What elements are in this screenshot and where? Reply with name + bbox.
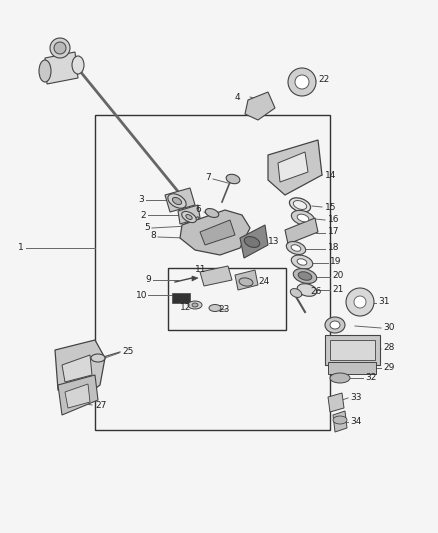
- Polygon shape: [180, 210, 250, 255]
- Ellipse shape: [291, 245, 301, 251]
- Text: 12: 12: [180, 303, 191, 312]
- Polygon shape: [58, 375, 98, 415]
- Text: 29: 29: [383, 364, 394, 373]
- Polygon shape: [235, 270, 258, 290]
- Polygon shape: [285, 218, 318, 244]
- Text: 5: 5: [144, 223, 150, 232]
- Circle shape: [295, 75, 309, 89]
- Ellipse shape: [293, 269, 317, 284]
- Ellipse shape: [297, 259, 307, 265]
- Bar: [184, 216, 204, 235]
- Text: 23: 23: [218, 305, 230, 314]
- Ellipse shape: [168, 194, 186, 208]
- Text: 13: 13: [268, 238, 279, 246]
- Text: 30: 30: [383, 324, 395, 333]
- Polygon shape: [55, 340, 105, 400]
- Circle shape: [288, 68, 316, 96]
- Text: 27: 27: [95, 400, 106, 409]
- Ellipse shape: [286, 241, 306, 254]
- Polygon shape: [278, 152, 308, 182]
- Bar: [95, 115, 330, 430]
- Polygon shape: [192, 276, 198, 281]
- Circle shape: [54, 42, 66, 54]
- Ellipse shape: [186, 215, 192, 220]
- Bar: [330, 340, 375, 360]
- Text: 24: 24: [258, 278, 269, 287]
- Text: 26: 26: [310, 287, 321, 296]
- Ellipse shape: [290, 198, 311, 212]
- Polygon shape: [200, 266, 232, 286]
- Text: 8: 8: [150, 230, 156, 239]
- Ellipse shape: [205, 208, 219, 217]
- Circle shape: [354, 296, 366, 308]
- Ellipse shape: [291, 211, 314, 225]
- Text: 11: 11: [195, 265, 206, 274]
- Text: 6: 6: [195, 206, 201, 214]
- Text: 9: 9: [145, 276, 151, 285]
- Ellipse shape: [209, 304, 221, 311]
- Bar: [168, 268, 286, 330]
- Ellipse shape: [333, 416, 347, 424]
- Ellipse shape: [91, 354, 105, 362]
- Polygon shape: [245, 92, 275, 120]
- Ellipse shape: [239, 278, 253, 286]
- Text: 2: 2: [140, 211, 145, 220]
- Ellipse shape: [226, 174, 240, 184]
- Text: 25: 25: [122, 348, 134, 357]
- Text: 33: 33: [350, 392, 361, 401]
- Circle shape: [50, 38, 70, 58]
- Polygon shape: [333, 411, 347, 432]
- Ellipse shape: [291, 255, 313, 269]
- Ellipse shape: [192, 303, 198, 307]
- Ellipse shape: [290, 288, 302, 297]
- Text: 15: 15: [325, 203, 336, 212]
- Polygon shape: [45, 52, 78, 84]
- Ellipse shape: [182, 212, 196, 223]
- Text: 1: 1: [18, 244, 24, 253]
- Polygon shape: [268, 140, 322, 195]
- Polygon shape: [178, 205, 200, 224]
- Text: 16: 16: [328, 215, 339, 224]
- Ellipse shape: [330, 373, 350, 383]
- Text: 22: 22: [318, 76, 329, 85]
- Text: 10: 10: [136, 290, 148, 300]
- Text: 34: 34: [350, 417, 361, 426]
- Ellipse shape: [298, 272, 312, 280]
- Text: 7: 7: [205, 174, 211, 182]
- Ellipse shape: [188, 301, 202, 309]
- Ellipse shape: [325, 317, 345, 333]
- Ellipse shape: [173, 197, 182, 205]
- Ellipse shape: [39, 60, 51, 82]
- Text: 14: 14: [325, 171, 336, 180]
- Ellipse shape: [297, 284, 317, 296]
- Polygon shape: [65, 384, 90, 408]
- Text: 28: 28: [383, 343, 394, 352]
- Bar: [328, 362, 376, 374]
- Ellipse shape: [330, 321, 340, 329]
- Ellipse shape: [244, 237, 260, 247]
- Text: 4: 4: [235, 93, 240, 101]
- Text: 17: 17: [328, 228, 339, 237]
- Ellipse shape: [293, 200, 307, 209]
- Polygon shape: [328, 393, 344, 412]
- Ellipse shape: [72, 56, 84, 74]
- Ellipse shape: [297, 214, 309, 222]
- Text: 3: 3: [138, 196, 144, 205]
- Polygon shape: [200, 220, 235, 245]
- Text: 20: 20: [332, 271, 343, 280]
- Text: 18: 18: [328, 244, 339, 253]
- Bar: [325, 335, 380, 365]
- Text: 32: 32: [365, 374, 376, 383]
- Bar: [172, 293, 190, 303]
- Text: 19: 19: [330, 257, 342, 266]
- Polygon shape: [165, 188, 195, 212]
- Polygon shape: [62, 355, 92, 382]
- Text: 31: 31: [378, 297, 389, 306]
- Polygon shape: [240, 225, 268, 258]
- Circle shape: [346, 288, 374, 316]
- Text: 21: 21: [332, 286, 343, 295]
